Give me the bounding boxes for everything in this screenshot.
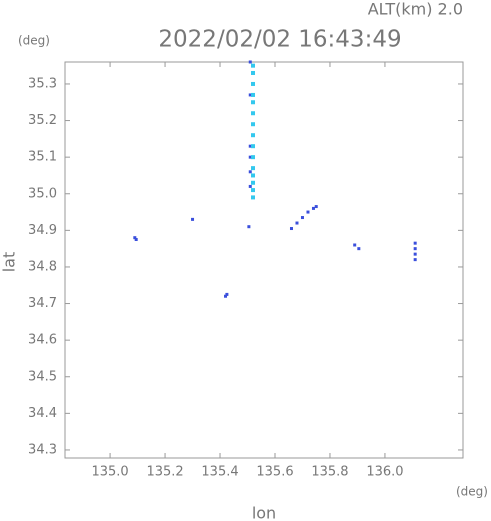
data-point bbox=[251, 173, 256, 178]
y-unit: (deg) bbox=[18, 34, 50, 48]
data-point bbox=[224, 294, 228, 298]
data-point bbox=[295, 221, 299, 225]
data-point bbox=[289, 227, 293, 231]
data-point bbox=[251, 122, 256, 127]
data-point bbox=[251, 155, 256, 160]
data-point bbox=[413, 241, 417, 245]
x-axis-label: lon bbox=[252, 504, 276, 521]
data-point bbox=[248, 60, 252, 64]
y-tick-label: 34.8 bbox=[28, 259, 57, 274]
y-tick-label: 35.3 bbox=[28, 76, 57, 91]
data-point bbox=[353, 243, 357, 247]
data-point bbox=[251, 188, 256, 193]
data-point bbox=[306, 210, 310, 214]
x-tick-label: 135.0 bbox=[91, 465, 128, 480]
x-tick-label: 135.8 bbox=[311, 465, 348, 480]
data-point bbox=[251, 195, 256, 200]
data-point bbox=[314, 205, 318, 209]
data-point bbox=[251, 81, 256, 86]
y-tick-label: 34.7 bbox=[28, 296, 57, 311]
x-unit: (deg) bbox=[456, 485, 488, 499]
data-point bbox=[248, 144, 252, 148]
data-point bbox=[300, 216, 304, 220]
data-point bbox=[251, 70, 256, 75]
data-point bbox=[248, 155, 252, 159]
y-tick-label: 34.6 bbox=[28, 333, 57, 348]
y-tick-label: 35.2 bbox=[28, 113, 57, 128]
data-point bbox=[133, 236, 137, 240]
data-point bbox=[251, 63, 256, 68]
chart-title: 2022/02/02 16:43:49 bbox=[158, 27, 401, 53]
x-tick-label: 136.0 bbox=[366, 465, 403, 480]
y-tick-label: 34.9 bbox=[28, 223, 57, 238]
data-point bbox=[248, 93, 252, 97]
data-point bbox=[225, 292, 229, 296]
y-tick-label: 34.5 bbox=[28, 369, 57, 384]
altitude-label: ALT(km) 2.0 bbox=[368, 0, 463, 19]
data-point bbox=[251, 92, 256, 97]
data-point bbox=[413, 258, 417, 262]
data-point bbox=[251, 166, 256, 171]
data-point bbox=[413, 252, 417, 256]
data-point bbox=[251, 144, 256, 149]
y-tick-label: 34.4 bbox=[28, 406, 57, 421]
data-point bbox=[413, 247, 417, 251]
x-tick-label: 135.4 bbox=[201, 465, 238, 480]
y-axis-label: lat bbox=[0, 252, 19, 273]
x-tick-label: 135.2 bbox=[146, 465, 183, 480]
plot-frame bbox=[64, 61, 464, 459]
data-point bbox=[357, 247, 361, 251]
y-tick-label: 35.0 bbox=[28, 186, 57, 201]
y-tick-label: 35.1 bbox=[28, 150, 57, 165]
data-point bbox=[248, 184, 252, 188]
data-point bbox=[251, 180, 256, 185]
data-point bbox=[311, 206, 315, 210]
y-tick-label: 34.3 bbox=[28, 442, 57, 457]
x-tick-label: 135.6 bbox=[256, 465, 293, 480]
data-point bbox=[251, 111, 256, 116]
data-point bbox=[248, 170, 252, 174]
data-point bbox=[251, 100, 256, 105]
data-point bbox=[191, 217, 195, 221]
data-point bbox=[247, 225, 251, 229]
data-point bbox=[134, 238, 138, 242]
data-point bbox=[251, 133, 256, 138]
